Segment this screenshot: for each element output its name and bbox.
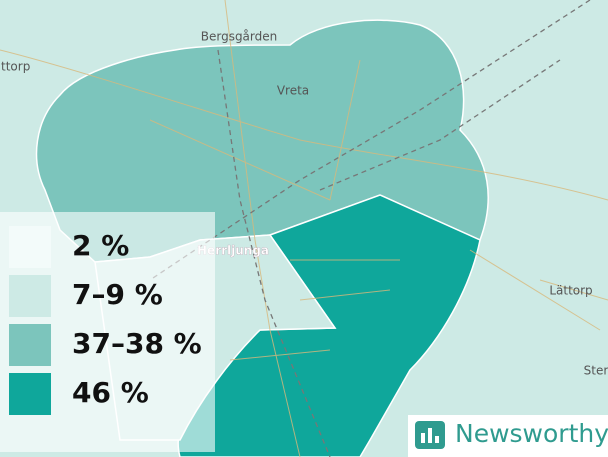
- legend-label: 7–9 %: [72, 278, 163, 311]
- legend: 2 % 7–9 % 37–38 % 46 %: [9, 226, 202, 415]
- place-label: ättorp: [0, 60, 30, 74]
- place-label: Ster: [584, 364, 608, 378]
- legend-swatch: [9, 373, 51, 415]
- place-label: Lättorp: [549, 284, 592, 298]
- legend-label: 2 %: [72, 229, 129, 262]
- place-label: Vreta: [277, 84, 309, 98]
- legend-swatch: [9, 226, 51, 268]
- logo-text: Newsworthy: [455, 419, 608, 448]
- legend-swatch: [9, 324, 51, 366]
- legend-label: 46 %: [72, 376, 149, 409]
- legend-swatch: [9, 275, 51, 317]
- place-label: Bergsgården: [201, 30, 278, 44]
- logo-icon: [415, 421, 445, 449]
- legend-label: 37–38 %: [72, 327, 202, 360]
